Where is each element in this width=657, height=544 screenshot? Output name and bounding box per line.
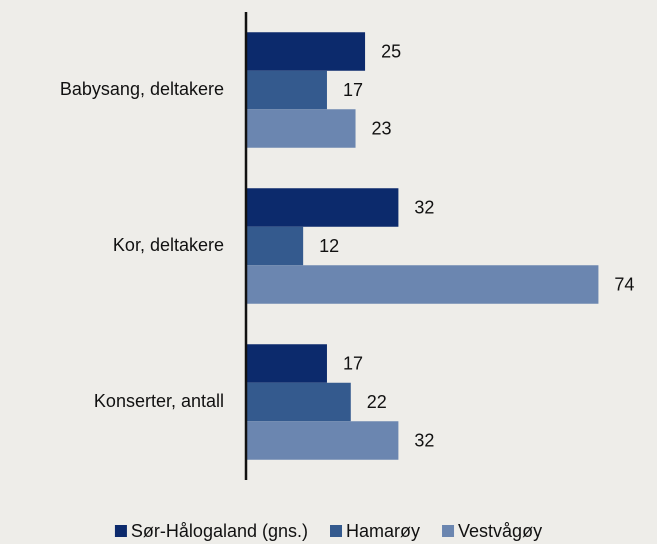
bar (246, 70, 327, 110)
legend-swatch (330, 525, 343, 537)
value-label: 25 (381, 41, 401, 61)
legend-swatch (114, 525, 127, 537)
value-label: 32 (414, 430, 434, 450)
legend-label: Hamarøy (346, 521, 420, 541)
legend-label: Sør-Hålogaland (gns.) (131, 521, 308, 541)
category-label: Babysang, deltakere (60, 79, 224, 99)
bar (246, 421, 399, 460)
bar (246, 382, 351, 422)
legend-label: Vestvågøy (458, 521, 542, 541)
category-label: Kor, deltakere (113, 235, 224, 255)
legend: Sør-Hålogaland (gns.) Hamarøy Vestvågøy (114, 521, 542, 541)
bar (246, 265, 599, 304)
value-label: 12 (319, 236, 339, 256)
value-label: 17 (343, 80, 363, 100)
legend-swatch (442, 525, 455, 537)
bar (246, 344, 327, 383)
bar (246, 226, 304, 266)
bar (246, 32, 366, 71)
category-label: Konserter, antall (94, 391, 224, 411)
value-label: 74 (614, 274, 634, 294)
value-label: 17 (343, 353, 363, 373)
bar (246, 188, 399, 227)
value-label: 22 (367, 392, 387, 412)
value-label: 32 (414, 197, 434, 217)
value-label: 23 (372, 118, 392, 138)
bar (246, 109, 356, 148)
